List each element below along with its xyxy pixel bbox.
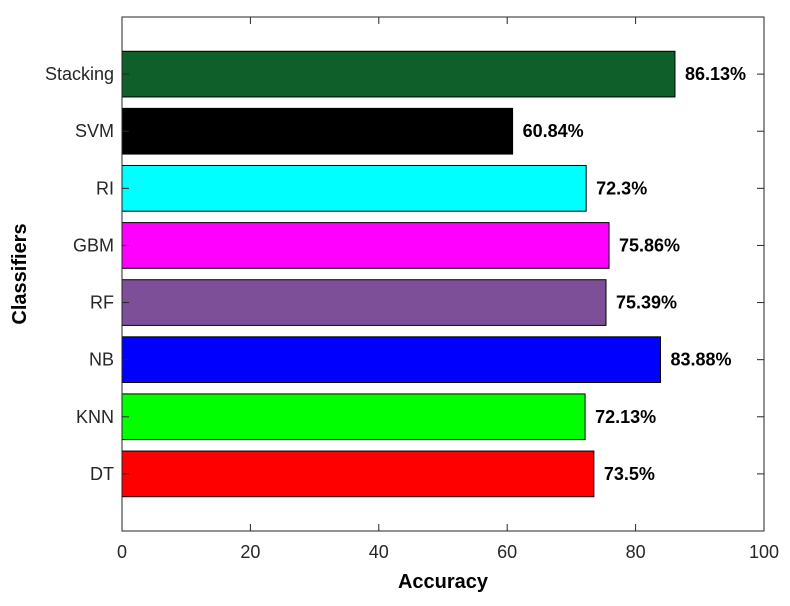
data-label-dt: 73.5%	[604, 464, 655, 484]
data-label-ri: 72.3%	[596, 178, 647, 198]
bar-nb	[121, 336, 662, 384]
plot-frame	[121, 16, 765, 532]
y-tick-label-gbm: GBM	[73, 235, 114, 255]
y-axis-title: Classifiers	[9, 223, 31, 324]
data-label-gbm: 75.86%	[619, 235, 680, 255]
bar-gbm	[121, 222, 610, 269]
data-label-stacking: 86.13%	[685, 64, 746, 84]
bar-knn	[121, 393, 586, 441]
ticks-group	[121, 17, 765, 531]
labels-group: 73.5% DT 72.13% KNN 83.88% NB 75.39% RF 75.86% GB…	[45, 64, 779, 562]
bar-rf	[121, 279, 607, 326]
x-tick-label: 60	[497, 542, 517, 562]
x-tick-label: 20	[240, 542, 260, 562]
data-label-nb: 83.88%	[671, 350, 732, 370]
bar-svm	[121, 107, 514, 155]
x-tick-label: 80	[626, 542, 646, 562]
y-tick-label-knn: KNN	[76, 407, 114, 427]
y-tick-label-stacking: Stacking	[45, 64, 114, 84]
y-tick-label-svm: SVM	[75, 121, 114, 141]
data-label-svm: 60.84%	[523, 121, 584, 141]
bar-ri	[121, 164, 587, 212]
y-tick-label-nb: NB	[89, 350, 114, 370]
bar-dt	[121, 450, 595, 498]
x-axis-title: Accuracy	[398, 571, 489, 593]
bar-stacking	[121, 50, 676, 98]
y-tick-label-dt: DT	[90, 464, 114, 484]
y-tick-label-rf: RF	[90, 293, 114, 313]
x-tick-label: 0	[117, 542, 127, 562]
x-tick-label: 40	[369, 542, 389, 562]
x-tick-label: 100	[749, 542, 779, 562]
y-tick-label-ri: RI	[96, 178, 114, 198]
data-label-knn: 72.13%	[595, 407, 656, 427]
bars-group	[121, 50, 676, 498]
data-label-rf: 75.39%	[616, 293, 677, 313]
